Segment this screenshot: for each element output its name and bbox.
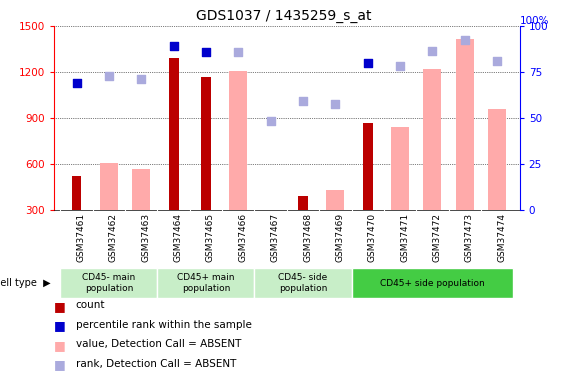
Text: GSM37464: GSM37464 bbox=[174, 213, 183, 262]
Point bbox=[460, 37, 469, 43]
Text: value, Detection Call = ABSENT: value, Detection Call = ABSENT bbox=[76, 339, 241, 349]
Point bbox=[266, 118, 275, 124]
Point bbox=[428, 48, 437, 54]
Point bbox=[234, 49, 243, 55]
Text: CD45+ side population: CD45+ side population bbox=[380, 279, 485, 288]
Bar bbox=[169, 58, 178, 210]
Text: CD45- side
population: CD45- side population bbox=[278, 273, 328, 293]
Bar bbox=[132, 169, 150, 210]
Bar bbox=[391, 128, 409, 210]
Bar bbox=[254, 268, 352, 298]
Point bbox=[105, 73, 114, 79]
Bar bbox=[327, 190, 344, 210]
Point bbox=[169, 43, 178, 49]
Text: GSM37473: GSM37473 bbox=[465, 213, 474, 262]
Text: CD45+ main
population: CD45+ main population bbox=[177, 273, 235, 293]
Text: GSM37463: GSM37463 bbox=[141, 213, 151, 262]
Bar bbox=[60, 268, 157, 298]
Point bbox=[492, 58, 502, 64]
Text: rank, Detection Call = ABSENT: rank, Detection Call = ABSENT bbox=[76, 358, 236, 369]
Point bbox=[331, 101, 340, 107]
Bar bbox=[352, 268, 513, 298]
Point bbox=[72, 80, 81, 86]
Text: cell type  ▶: cell type ▶ bbox=[0, 278, 51, 288]
Bar bbox=[488, 109, 506, 210]
Text: count: count bbox=[76, 300, 105, 310]
Bar bbox=[456, 39, 474, 210]
Point bbox=[137, 76, 146, 82]
Text: GSM37465: GSM37465 bbox=[206, 213, 215, 262]
Text: percentile rank within the sample: percentile rank within the sample bbox=[76, 320, 252, 330]
Text: GSM37470: GSM37470 bbox=[367, 213, 377, 262]
Text: GSM37461: GSM37461 bbox=[77, 213, 86, 262]
Bar bbox=[72, 176, 81, 210]
Text: ■: ■ bbox=[54, 300, 66, 313]
Point bbox=[202, 49, 211, 55]
Point bbox=[298, 98, 307, 104]
Point bbox=[363, 60, 372, 66]
Text: GSM37469: GSM37469 bbox=[335, 213, 344, 262]
Bar bbox=[157, 268, 254, 298]
Text: GDS1037 / 1435259_s_at: GDS1037 / 1435259_s_at bbox=[197, 9, 371, 23]
Text: GSM37474: GSM37474 bbox=[497, 213, 506, 262]
Text: GSM37468: GSM37468 bbox=[303, 213, 312, 262]
Bar bbox=[298, 196, 308, 210]
Text: GSM37466: GSM37466 bbox=[239, 213, 247, 262]
Bar bbox=[262, 210, 279, 214]
Text: 100%: 100% bbox=[520, 16, 549, 26]
Text: GSM37462: GSM37462 bbox=[109, 213, 118, 262]
Bar bbox=[201, 77, 211, 210]
Point bbox=[395, 63, 404, 69]
Bar bbox=[229, 70, 247, 210]
Text: ■: ■ bbox=[54, 320, 66, 333]
Text: ■: ■ bbox=[54, 339, 66, 352]
Text: GSM37471: GSM37471 bbox=[400, 213, 409, 262]
Text: GSM37467: GSM37467 bbox=[271, 213, 279, 262]
Bar bbox=[363, 123, 373, 210]
Text: ■: ■ bbox=[54, 358, 66, 372]
Bar bbox=[424, 69, 441, 210]
Text: GSM37472: GSM37472 bbox=[432, 213, 441, 262]
Bar bbox=[100, 162, 118, 210]
Text: CD45- main
population: CD45- main population bbox=[82, 273, 136, 293]
